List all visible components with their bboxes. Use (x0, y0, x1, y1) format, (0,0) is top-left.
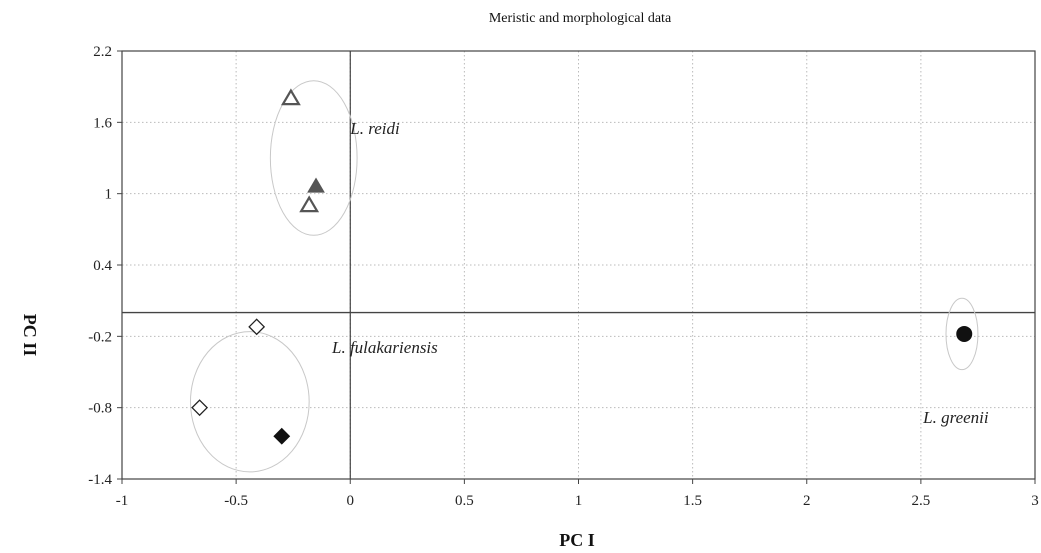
group-ellipse (189, 331, 310, 473)
y-tick-label: -0.2 (88, 329, 112, 345)
group-ellipses (189, 80, 979, 473)
group-labels: L. reidi L. fulakariensis L. greenii (331, 119, 989, 427)
x-tick-label: 2 (803, 493, 811, 509)
x-axis-ticks: -1 -0.5 0 0.5 1 1.5 2 2.5 3 (116, 479, 1039, 509)
group-label: L. reidi (349, 119, 400, 138)
x-tick-label: 0.5 (455, 493, 474, 509)
y-tick-label: -0.8 (88, 401, 112, 417)
reference-lines (122, 51, 1035, 479)
y-tick-label: 0.4 (93, 258, 112, 274)
grid-lines (122, 51, 1035, 479)
y-tick-label: 1.6 (93, 115, 112, 131)
group-label: L. greenii (922, 408, 989, 427)
group-ellipse (269, 80, 358, 236)
group-label: L. fulakariensis (331, 338, 438, 357)
y-axis-label: PC II (20, 314, 40, 357)
diamond-marker (248, 318, 266, 336)
y-tick-label: -1.4 (88, 472, 112, 488)
data-points (191, 88, 973, 445)
y-axis-ticks: -1.4 -0.8 -0.2 0.4 1 1.6 2.2 (88, 44, 122, 488)
triangle-marker (299, 195, 320, 213)
diamond-marker (191, 399, 209, 417)
y-tick-label: 1 (105, 187, 113, 203)
x-tick-label: 1 (575, 493, 583, 509)
triangle-marker (307, 177, 325, 193)
diamond-marker (273, 427, 291, 445)
x-axis-label: PC I (559, 530, 595, 550)
chart-title: Meristic and morphological data (489, 11, 672, 26)
triangle-marker (280, 88, 301, 106)
x-tick-label: -1 (116, 493, 129, 509)
y-tick-label: 2.2 (93, 44, 112, 60)
x-tick-label: 2.5 (912, 493, 931, 509)
circle-marker (956, 325, 973, 342)
group-ellipse (945, 297, 979, 371)
x-tick-label: -0.5 (224, 493, 248, 509)
x-tick-label: 3 (1031, 493, 1039, 509)
x-tick-label: 0 (347, 493, 355, 509)
x-tick-label: 1.5 (683, 493, 702, 509)
